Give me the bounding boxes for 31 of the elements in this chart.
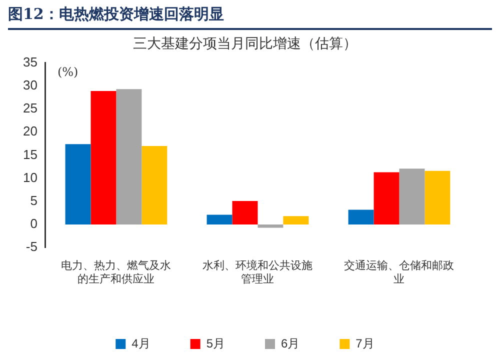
x-tick-label: 交通运输、仓储和邮政业 <box>344 259 454 286</box>
x-tick-label: 电力、热力、燃气及水的生产和供应业 <box>61 259 172 286</box>
bar <box>348 210 374 224</box>
legend-label: 4月 <box>132 336 150 350</box>
bar <box>65 144 91 224</box>
y-tick-label: 35 <box>22 54 38 70</box>
legend-label: 5月 <box>206 336 226 350</box>
y-tick-label: 5 <box>30 192 38 208</box>
bar <box>206 214 232 224</box>
chart-subtitle: 三大基建分项当月同比增速（估算） <box>133 36 357 52</box>
x-tick-label: 水利、环境和公共设施管理业 <box>202 259 313 286</box>
y-axis-title: (%) <box>57 64 78 79</box>
bar <box>258 224 284 228</box>
bar <box>116 89 142 224</box>
bar <box>424 170 450 224</box>
bar <box>90 90 116 224</box>
bar <box>374 172 400 224</box>
y-tick-label: 10 <box>22 170 38 185</box>
y-tick-label: -5 <box>26 239 38 254</box>
bar <box>283 216 309 224</box>
legend-label: 6月 <box>281 336 300 350</box>
bar <box>142 146 168 224</box>
bar <box>232 200 258 224</box>
y-tick-label: 0 <box>30 216 38 232</box>
legend-label: 7月 <box>356 336 374 350</box>
y-tick-label: 30 <box>22 77 38 92</box>
chart-title: 图12：电热燃投资增速回落明显 <box>8 0 492 30</box>
bar <box>399 168 425 224</box>
y-tick-label: 25 <box>22 100 38 116</box>
y-tick-label: 15 <box>22 146 38 162</box>
y-tick-label: 20 <box>22 124 38 139</box>
